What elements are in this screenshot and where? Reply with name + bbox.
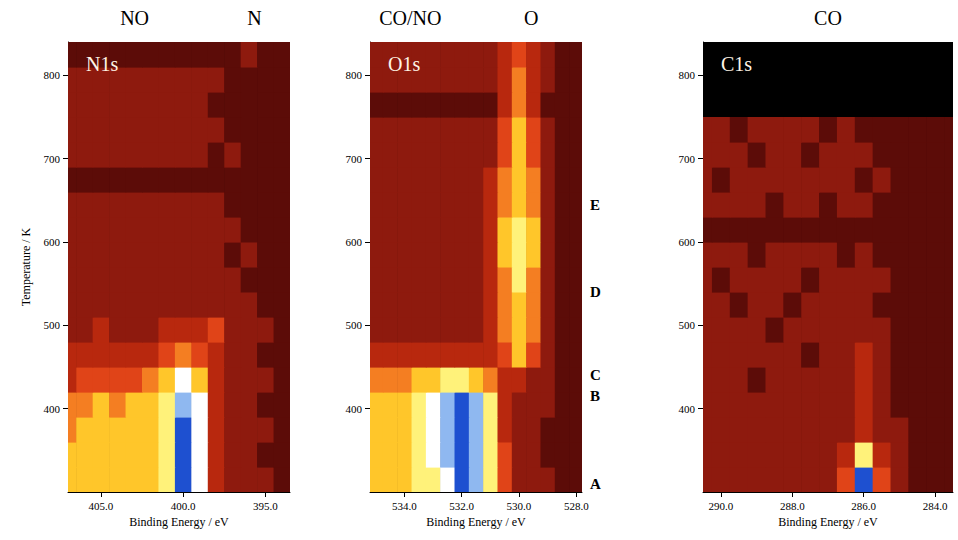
svg-text:CO: CO: [814, 7, 842, 29]
svg-text:532.0: 532.0: [449, 500, 474, 512]
svg-text:N1s: N1s: [86, 53, 118, 75]
svg-text:500: 500: [346, 319, 363, 331]
svg-text:N: N: [247, 7, 261, 29]
svg-text:500: 500: [44, 319, 61, 331]
svg-text:700: 700: [679, 153, 696, 165]
svg-text:600: 600: [679, 236, 696, 248]
svg-text:C1s: C1s: [721, 53, 752, 75]
svg-text:288.0: 288.0: [780, 500, 805, 512]
svg-text:O: O: [524, 7, 538, 29]
svg-text:286.0: 286.0: [851, 500, 876, 512]
svg-text:400: 400: [679, 403, 696, 415]
svg-text:400.0: 400.0: [171, 500, 196, 512]
svg-text:A: A: [590, 476, 601, 492]
svg-text:700: 700: [346, 153, 363, 165]
svg-text:800: 800: [346, 69, 363, 81]
svg-text:528.0: 528.0: [564, 500, 589, 512]
svg-text:500: 500: [679, 319, 696, 331]
svg-text:800: 800: [44, 69, 61, 81]
svg-text:405.0: 405.0: [89, 500, 114, 512]
svg-text:530.0: 530.0: [507, 500, 532, 512]
svg-text:290.0: 290.0: [708, 500, 733, 512]
svg-text:E: E: [590, 197, 600, 213]
svg-text:Binding Energy / eV: Binding Energy / eV: [426, 515, 526, 529]
svg-text:400: 400: [346, 403, 363, 415]
svg-text:800: 800: [679, 69, 696, 81]
svg-text:Binding Energy / eV: Binding Energy / eV: [778, 515, 878, 529]
svg-text:Binding Energy / eV: Binding Energy / eV: [129, 515, 229, 529]
svg-text:NO: NO: [120, 7, 149, 29]
svg-text:CO/NO: CO/NO: [379, 7, 441, 29]
svg-text:D: D: [590, 284, 601, 300]
svg-text:534.0: 534.0: [392, 500, 417, 512]
svg-text:700: 700: [44, 153, 61, 165]
svg-text:B: B: [590, 388, 600, 404]
svg-text:284.0: 284.0: [923, 500, 948, 512]
svg-text:600: 600: [346, 236, 363, 248]
svg-text:Temperature / K: Temperature / K: [19, 227, 33, 306]
svg-text:395.0: 395.0: [253, 500, 278, 512]
svg-text:C: C: [590, 367, 601, 383]
svg-text:400: 400: [44, 403, 61, 415]
svg-text:O1s: O1s: [388, 53, 420, 75]
svg-text:600: 600: [44, 236, 61, 248]
